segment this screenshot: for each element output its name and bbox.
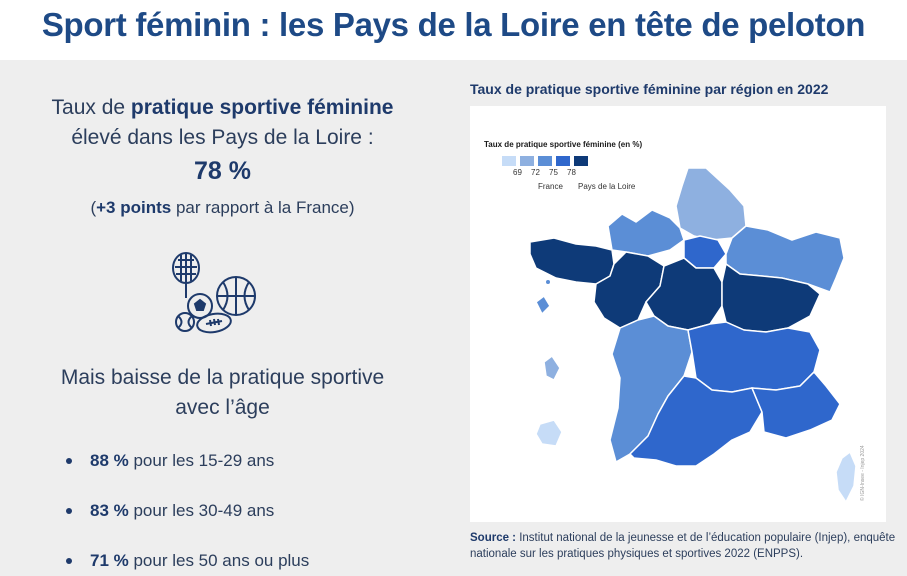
legend-swatch-3 bbox=[538, 156, 552, 166]
sports-balls-icon bbox=[172, 252, 256, 334]
legend-france-note: France bbox=[538, 182, 563, 191]
legend-pdl-note: Pays de la Loire bbox=[578, 182, 636, 191]
legend-break-75: 75 bbox=[549, 168, 558, 177]
region-normandie bbox=[607, 209, 685, 257]
legend-swatch-4 bbox=[556, 156, 570, 166]
source-text: Institut national de la jeunesse et de l… bbox=[470, 532, 896, 560]
legend-swatch-1 bbox=[502, 156, 516, 166]
source-label: Source : bbox=[470, 532, 517, 544]
age-bullet-15-29: 88 % pour les 15-29 ans bbox=[66, 450, 309, 500]
region-occitanie bbox=[629, 375, 763, 467]
headline-bold: pratique sportive féminine bbox=[130, 96, 394, 119]
page-title: Sport féminin : les Pays de la Loire en … bbox=[41, 6, 866, 43]
region-corse bbox=[835, 451, 857, 503]
bullet-text: pour les 15-29 ans bbox=[128, 451, 275, 470]
headline-comparison: (+3 points par rapport à la France) bbox=[0, 198, 445, 218]
right-column: Taux de pratique sportive féminine par r… bbox=[462, 60, 907, 576]
legend-break-69: 69 bbox=[513, 168, 522, 177]
legend-swatch-2 bbox=[520, 156, 534, 166]
decline-line-1: Mais baisse de la pratique sportive bbox=[60, 366, 385, 389]
region-martinique bbox=[543, 355, 561, 381]
left-column: Taux de pratique sportive féminine élevé… bbox=[0, 60, 445, 576]
map-frame: Taux de pratique sportive féminine (en %… bbox=[470, 106, 886, 522]
age-bullet-list: 88 % pour les 15-29 ans 83 % pour les 30… bbox=[66, 450, 309, 576]
region-auvergne-rhone-alpes bbox=[687, 321, 821, 393]
age-bullet-50-plus: 71 % pour les 50 ans ou plus bbox=[66, 550, 309, 576]
headline-prefix: Taux de bbox=[51, 96, 131, 119]
legend-title: Taux de pratique sportive féminine (en %… bbox=[484, 140, 643, 149]
headline-line-1: Taux de pratique sportive féminine bbox=[0, 96, 445, 120]
france-region-map bbox=[529, 167, 857, 503]
region-reunion bbox=[535, 419, 563, 447]
age-bullet-30-49: 83 % pour les 30-49 ans bbox=[66, 500, 309, 550]
map-copyright: © IGN-Insee - Injep 2024 bbox=[860, 445, 866, 501]
legend-break-72: 72 bbox=[531, 168, 540, 177]
bullet-text: pour les 30-49 ans bbox=[128, 501, 275, 520]
decline-line-2: avec l’âge bbox=[175, 396, 270, 419]
bullet-value: 83 % bbox=[90, 501, 129, 520]
region-mayotte bbox=[546, 280, 550, 284]
headline-value: 78 % bbox=[194, 157, 251, 185]
region-hauts-de-france bbox=[675, 167, 747, 241]
comparison-rest: par rapport à la France) bbox=[171, 198, 355, 217]
bullet-value: 88 % bbox=[90, 451, 129, 470]
region-provence-alpes-cote-dazur bbox=[751, 371, 841, 439]
legend-break-78: 78 bbox=[567, 168, 576, 177]
map-title: Taux de pratique sportive féminine par r… bbox=[470, 81, 829, 97]
bullet-value: 71 % bbox=[90, 551, 129, 570]
headline-line-2: élevé dans les Pays de la Loire : bbox=[71, 126, 374, 149]
source-note: Source : Institut national de la jeuness… bbox=[470, 530, 902, 562]
region-bretagne bbox=[529, 237, 615, 285]
comparison-bold: +3 points bbox=[96, 198, 172, 217]
paren-open: ( bbox=[90, 198, 97, 217]
bullet-text: pour les 50 ans ou plus bbox=[128, 551, 310, 570]
content-panel: Taux de pratique sportive féminine élevé… bbox=[0, 60, 907, 576]
region-guadeloupe bbox=[535, 295, 551, 315]
legend-swatch-5 bbox=[574, 156, 588, 166]
